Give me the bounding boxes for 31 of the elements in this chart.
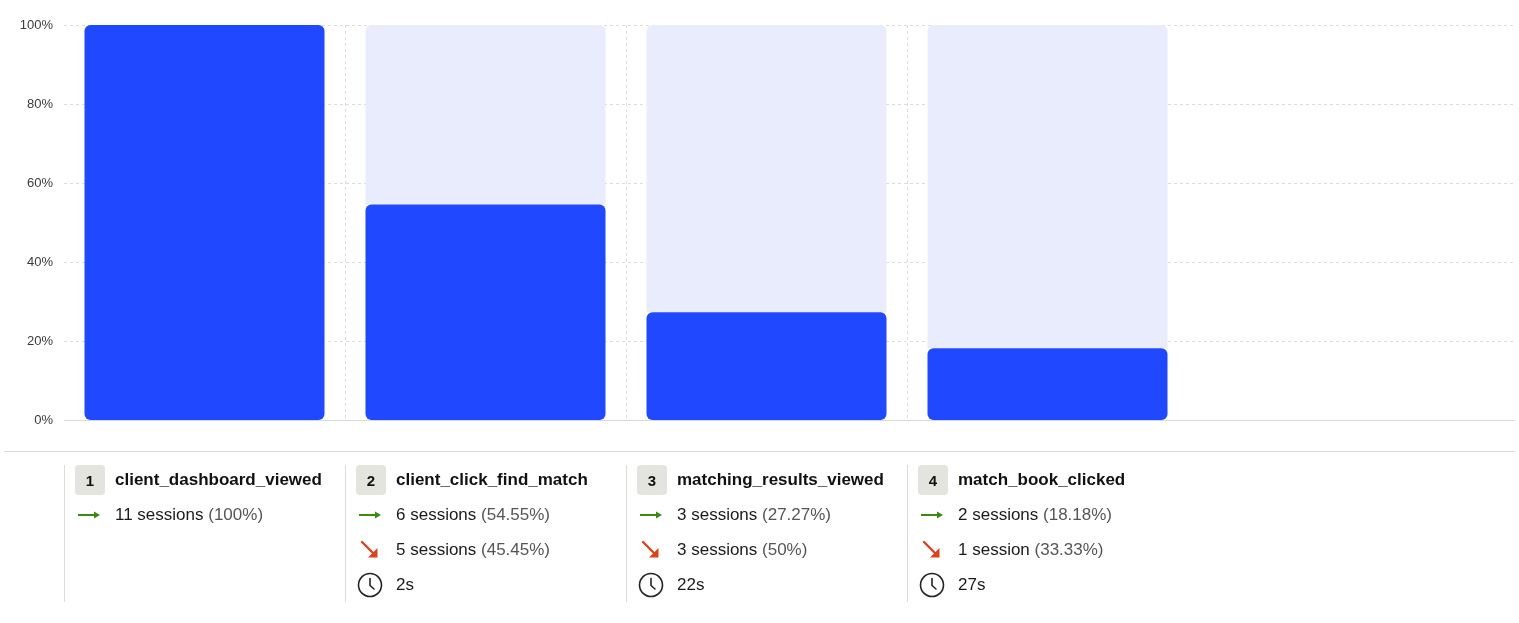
text: 2s <box>396 574 414 595</box>
x-tick-label: client_dashboard_viewed <box>115 470 322 490</box>
y-tick-label: 40% <box>26 253 54 269</box>
text: 3 <box>647 471 657 489</box>
bar <box>646 312 887 420</box>
text: 2 <box>366 471 376 489</box>
y-tick-label: 0% <box>34 411 54 427</box>
text: 22s <box>677 574 705 595</box>
text: 1 session (33.33%) <box>958 539 1104 560</box>
y-tick-label: 60% <box>26 174 54 190</box>
data-label: 3 sessions (27.27%) <box>677 504 832 525</box>
x-tick-label: matching_results_viewed <box>677 470 884 490</box>
x-tick-label: client_click_find_match <box>396 470 588 490</box>
data-label: 2 sessions (18.18%) <box>958 504 1113 525</box>
bar <box>646 25 887 313</box>
text: 27s <box>958 574 986 595</box>
bar <box>927 25 1168 349</box>
data-label: 6 sessions (54.55%) <box>396 504 551 525</box>
bar <box>927 348 1168 420</box>
text: 1 <box>85 471 95 489</box>
data-label: 11 sessions (100%) <box>115 504 264 525</box>
y-tick-label: 100% <box>19 16 54 32</box>
text: 5 sessions (45.45%) <box>396 539 551 560</box>
y-tick-label: 80% <box>26 95 54 111</box>
text: 4 <box>928 471 938 489</box>
y-tick-label: 20% <box>26 332 54 348</box>
bar <box>84 25 325 420</box>
text: 3 sessions (50%) <box>677 539 808 560</box>
x-tick-label: match_book_clicked <box>958 470 1126 490</box>
bar <box>365 25 606 205</box>
bar <box>365 204 606 420</box>
